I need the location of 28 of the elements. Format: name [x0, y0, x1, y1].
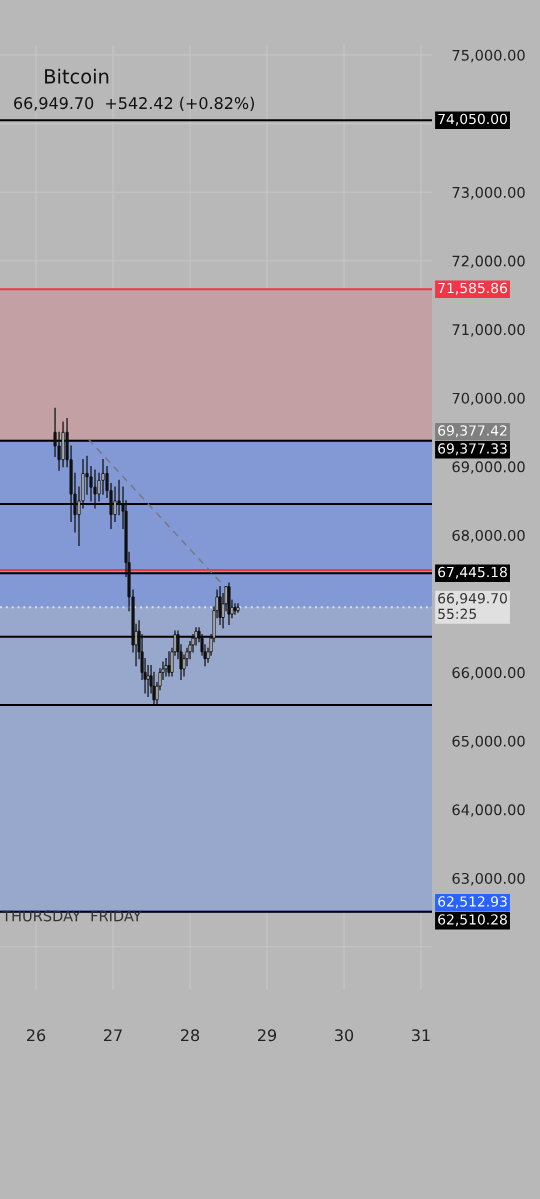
ref-line-label: 71,585.86 [438, 282, 507, 295]
text: Bitcoin [45, 68, 109, 84]
y-tick-label: 70,000.00 [452, 392, 525, 406]
y-tick-label: 75,000.00 [452, 49, 525, 63]
ref-line-label: 62,510.28 [438, 914, 507, 927]
x-tick-label: 27 [104, 1029, 122, 1042]
ref-line-label: 69,377.42 [438, 425, 507, 438]
ref-line-label: 66,949.70 55:25 [438, 592, 507, 620]
ref-line-label: 69,377.33 [438, 443, 507, 456]
y-tick-label: 64,000.00 [452, 804, 525, 817]
y-tick-label: 73,000.00 [452, 186, 525, 200]
y-tick-label: 69,000.00 [452, 461, 525, 474]
text: 66,949.70 +542.42 (+0.82%) [14, 96, 254, 112]
x-tick-label: 28 [181, 1029, 200, 1042]
x-tick-label: 29 [258, 1029, 277, 1042]
x-tick-label: 26 [27, 1029, 46, 1042]
x-tick-label: 30 [335, 1029, 354, 1042]
y-tick-label: 65,000.00 [452, 735, 525, 749]
y-tick-label: 72,000.00 [452, 255, 525, 269]
x-tick-label: 31 [412, 1029, 430, 1042]
y-tick-label: 71,000.00 [452, 324, 525, 337]
ref-line-label: 67,445.18 [438, 566, 507, 579]
y-tick-label: 63,000.00 [452, 872, 525, 886]
ref-line-label: 74,050.00 [438, 113, 507, 126]
text: THURSDAY FRIDAY [2, 910, 142, 922]
y-tick-label: 68,000.00 [452, 529, 525, 543]
y-tick-label: 66,000.00 [452, 667, 525, 680]
ref-line-label: 62,512.93 [438, 896, 507, 909]
